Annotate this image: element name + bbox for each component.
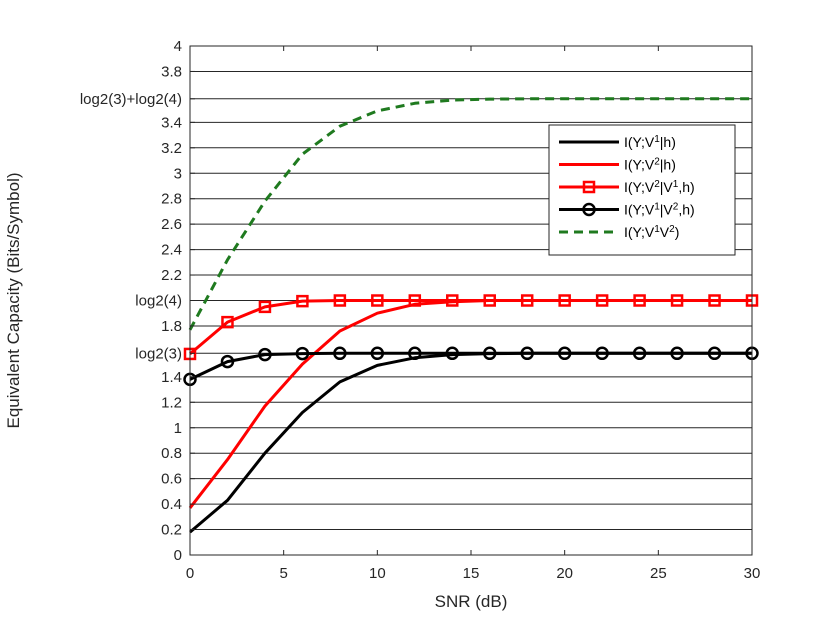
square-marker	[333, 294, 347, 307]
series-line	[189, 351, 752, 381]
square-marker	[221, 315, 234, 329]
circle-marker	[520, 346, 534, 361]
x-axis-label: SNR (dB)	[435, 592, 508, 611]
y-tick-label: 2.2	[161, 267, 182, 284]
legend-label: I(Y;V1|V2,h)	[624, 201, 695, 218]
y-axis-label: Equivalent Capacity (Bits/Symbol)	[4, 172, 23, 428]
legend: I(Y;V1|h) I(Y;V2|h) I(Y;V2|V1,h) I(Y;V1|V2,…	[548, 124, 736, 256]
x-tick-label: 0	[186, 565, 194, 582]
series-3	[183, 346, 759, 387]
square-marker	[483, 294, 496, 307]
x-tick-label: 15	[463, 565, 480, 582]
y-tick-label: log2(3)+log2(4)	[80, 91, 182, 108]
x-tick-label: 20	[556, 565, 573, 582]
series-4	[188, 97, 752, 331]
circle-marker	[707, 346, 722, 361]
square-marker	[446, 294, 459, 307]
y-tick-label: 3	[174, 165, 182, 182]
square-marker	[258, 300, 272, 314]
circle-marker	[557, 346, 572, 361]
x-tick-label: 30	[744, 565, 761, 582]
y-tick-label: 1.8	[161, 318, 182, 335]
y-tick-label: 3.4	[161, 114, 182, 131]
y-tick-label: 0.6	[161, 471, 182, 488]
series-line	[189, 299, 752, 356]
series-1	[188, 299, 752, 509]
circle-marker	[632, 346, 647, 361]
series-2	[183, 294, 759, 361]
circle-marker	[220, 354, 235, 369]
circle-marker	[333, 346, 347, 361]
square-marker	[558, 294, 571, 307]
series-0	[189, 351, 752, 534]
x-tick-label: 25	[650, 565, 667, 582]
square-marker	[670, 294, 684, 307]
square-marker	[582, 180, 596, 194]
legend-item: I(Y;V1|h)	[559, 134, 676, 151]
legend-item: I(Y;V1|V2,h)	[559, 201, 695, 218]
y-tick-label: 0	[174, 547, 182, 564]
legend-label: I(Y;V1V2)	[624, 224, 679, 241]
x-axis-ticks: 0 5 10 15 20 25 30	[186, 46, 761, 582]
legend-label: I(Y;V2|V1,h)	[624, 179, 695, 196]
circle-marker	[445, 346, 460, 361]
square-marker	[708, 294, 721, 307]
square-marker	[520, 294, 534, 307]
y-tick-label: log2(4)	[135, 293, 182, 310]
y-tick-label: 1	[174, 420, 182, 437]
x-tick-label: 10	[369, 565, 386, 582]
y-tick-label: 0.4	[161, 496, 182, 513]
circle-marker	[595, 346, 609, 361]
x-tick-label: 5	[279, 565, 287, 582]
y-tick-label: 2.6	[161, 216, 182, 233]
y-tick-label: log2(3)	[135, 345, 182, 362]
y-tick-label: 1.2	[161, 394, 182, 411]
y-tick-label: 2.4	[161, 242, 182, 259]
square-marker	[633, 294, 646, 307]
square-marker	[296, 294, 309, 308]
circle-marker	[370, 346, 385, 361]
y-tick-label: 0.2	[161, 522, 182, 539]
circle-marker	[295, 346, 310, 361]
series-line	[188, 97, 752, 331]
y-tick-label: 0.8	[161, 445, 182, 462]
legend-label: I(Y;V1|h)	[624, 134, 676, 151]
circle-marker	[482, 346, 497, 361]
circle-marker	[258, 347, 272, 362]
circle-marker	[408, 346, 422, 361]
legend-item: I(Y;V2|h)	[559, 156, 676, 173]
square-marker	[408, 294, 422, 307]
legend-item: I(Y;V2|V1,h)	[559, 179, 695, 196]
legend-item: I(Y;V1V2)	[559, 224, 679, 241]
y-tick-label: 2.8	[161, 191, 182, 208]
y-tick-label: 4	[174, 38, 182, 55]
series-line	[189, 351, 752, 534]
circle-marker	[582, 202, 596, 217]
y-tick-label: 3.8	[161, 63, 182, 80]
y-tick-label: 1.4	[161, 369, 182, 386]
y-tick-label: 3.2	[161, 140, 182, 157]
series-line	[188, 299, 752, 509]
y-axis-ticks: 0 0.2 0.4 0.6 0.8 1 1.2 1.4 log2(3) 1.8 log2(4) 2.2…	[80, 38, 195, 564]
circle-marker	[670, 346, 684, 361]
square-marker	[595, 294, 609, 307]
legend-label: I(Y;V2|h)	[624, 156, 676, 173]
square-marker	[371, 294, 384, 307]
